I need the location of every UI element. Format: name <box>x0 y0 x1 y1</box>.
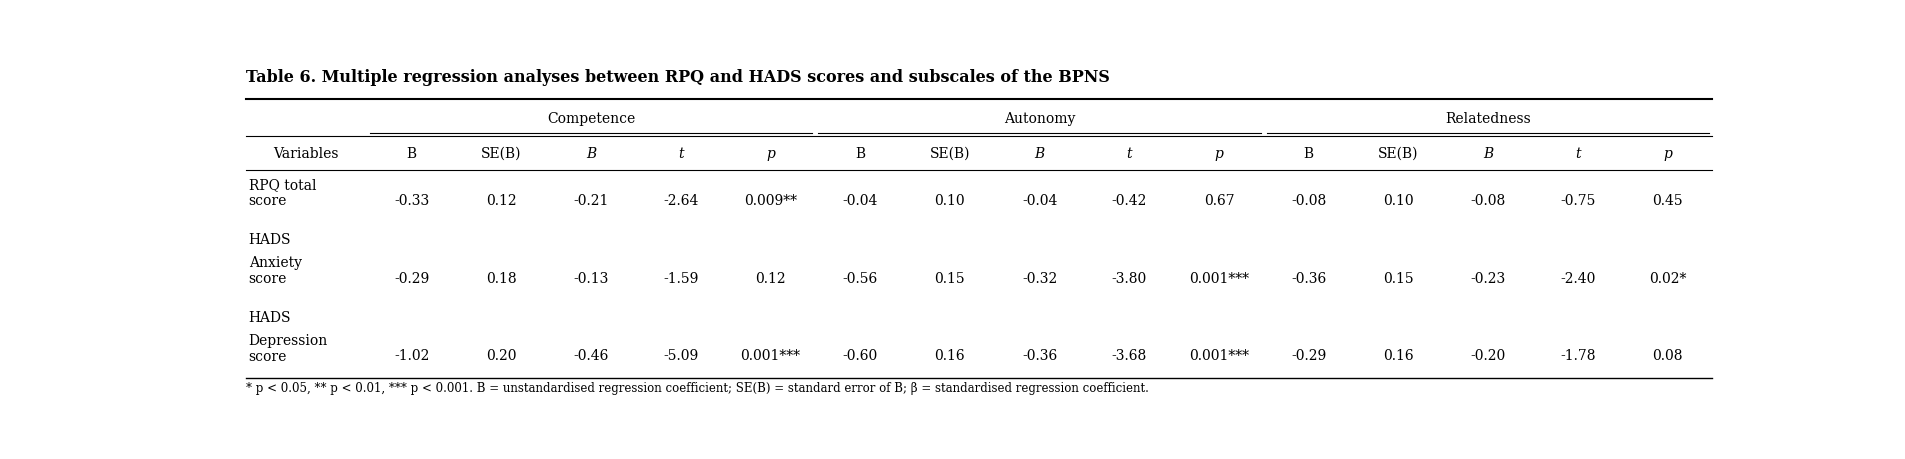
Text: RPQ total
score: RPQ total score <box>248 178 316 208</box>
Text: B: B <box>1482 147 1492 161</box>
Text: Competence: Competence <box>547 112 634 126</box>
Text: 0.12: 0.12 <box>754 272 785 285</box>
Text: B: B <box>1303 147 1313 161</box>
Text: -2.64: -2.64 <box>663 194 697 208</box>
Text: t: t <box>1126 147 1132 161</box>
Text: -1.59: -1.59 <box>663 272 697 285</box>
Text: 0.001***: 0.001*** <box>1189 272 1248 285</box>
Text: -0.36: -0.36 <box>1021 349 1057 364</box>
Text: -0.21: -0.21 <box>573 194 608 208</box>
Text: * p < 0.05, ** p < 0.01, *** p < 0.001. B = unstandardised regression coefficien: * p < 0.05, ** p < 0.01, *** p < 0.001. … <box>246 382 1149 395</box>
Text: -0.32: -0.32 <box>1021 272 1057 285</box>
Text: 0.001***: 0.001*** <box>739 349 800 364</box>
Text: -1.02: -1.02 <box>394 349 429 364</box>
Text: Anxiety
score: Anxiety score <box>248 256 301 286</box>
Text: Relatedness: Relatedness <box>1444 112 1530 126</box>
Text: 0.15: 0.15 <box>933 272 964 285</box>
Text: Table 6. Multiple regression analyses between RPQ and HADS scores and subscales : Table 6. Multiple regression analyses be… <box>246 69 1109 86</box>
Text: 0.20: 0.20 <box>486 349 516 364</box>
Text: -0.23: -0.23 <box>1471 272 1505 285</box>
Text: 0.45: 0.45 <box>1652 194 1682 208</box>
Text: -0.46: -0.46 <box>573 349 608 364</box>
Text: 0.16: 0.16 <box>1383 349 1414 364</box>
Text: B: B <box>855 147 865 161</box>
Text: 0.15: 0.15 <box>1383 272 1414 285</box>
Text: 0.009**: 0.009** <box>743 194 796 208</box>
Text: -0.56: -0.56 <box>842 272 878 285</box>
Text: -0.42: -0.42 <box>1111 194 1147 208</box>
Text: SE(B): SE(B) <box>1377 147 1417 161</box>
Text: -3.80: -3.80 <box>1111 272 1147 285</box>
Text: SE(B): SE(B) <box>930 147 970 161</box>
Text: t: t <box>1574 147 1579 161</box>
Text: Depression
score: Depression score <box>248 334 328 364</box>
Text: 0.02*: 0.02* <box>1648 272 1686 285</box>
Text: -0.04: -0.04 <box>842 194 878 208</box>
Text: -0.33: -0.33 <box>394 194 429 208</box>
Text: -0.29: -0.29 <box>1290 349 1326 364</box>
Text: 0.67: 0.67 <box>1204 194 1234 208</box>
Text: -3.68: -3.68 <box>1111 349 1147 364</box>
Text: B: B <box>406 147 417 161</box>
Text: 0.10: 0.10 <box>1383 194 1414 208</box>
Text: -0.04: -0.04 <box>1021 194 1057 208</box>
Text: -0.75: -0.75 <box>1560 194 1594 208</box>
Text: p: p <box>1213 147 1223 161</box>
Text: -0.36: -0.36 <box>1290 272 1326 285</box>
Text: 0.001***: 0.001*** <box>1189 349 1248 364</box>
Text: p: p <box>1663 147 1671 161</box>
Text: -0.08: -0.08 <box>1290 194 1326 208</box>
Text: SE(B): SE(B) <box>480 147 522 161</box>
Text: -0.08: -0.08 <box>1471 194 1505 208</box>
Text: 0.08: 0.08 <box>1652 349 1682 364</box>
Text: 0.10: 0.10 <box>933 194 964 208</box>
Text: -2.40: -2.40 <box>1560 272 1594 285</box>
Text: -0.20: -0.20 <box>1471 349 1505 364</box>
Text: HADS: HADS <box>248 233 291 247</box>
Text: B: B <box>1034 147 1044 161</box>
Text: -0.60: -0.60 <box>842 349 878 364</box>
Text: -0.29: -0.29 <box>394 272 429 285</box>
Text: t: t <box>678 147 684 161</box>
Text: -5.09: -5.09 <box>663 349 697 364</box>
Text: p: p <box>766 147 775 161</box>
Text: -0.13: -0.13 <box>573 272 608 285</box>
Text: HADS: HADS <box>248 311 291 325</box>
Text: Autonomy: Autonomy <box>1004 112 1074 126</box>
Text: Variables: Variables <box>272 147 339 161</box>
Text: 0.16: 0.16 <box>933 349 964 364</box>
Text: 0.18: 0.18 <box>486 272 516 285</box>
Text: 0.12: 0.12 <box>486 194 516 208</box>
Text: B: B <box>585 147 596 161</box>
Text: -1.78: -1.78 <box>1560 349 1594 364</box>
